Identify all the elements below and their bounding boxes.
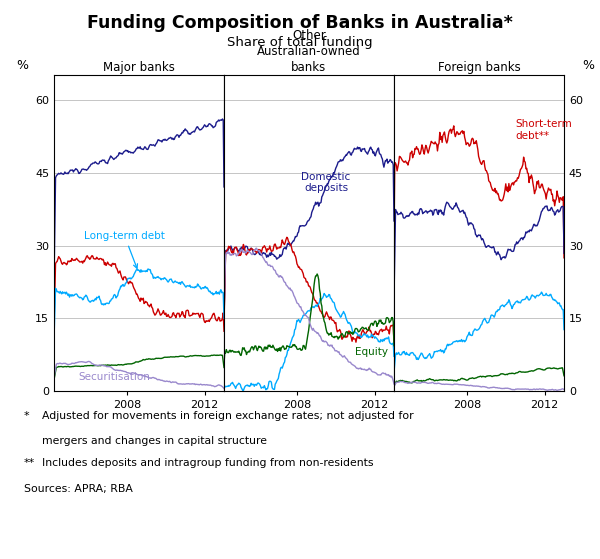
Text: Sources: APRA; RBA: Sources: APRA; RBA [24,484,133,494]
Text: %: % [583,59,595,72]
Text: %: % [17,59,29,72]
Text: Securitisation: Securitisation [78,372,150,382]
Text: Share of total funding: Share of total funding [227,36,373,49]
Text: Funding Composition of Banks in Australia*: Funding Composition of Banks in Australi… [87,14,513,32]
Text: Domestic
deposits: Domestic deposits [301,172,350,193]
Title: Foreign banks: Foreign banks [437,61,520,74]
Text: Equity: Equity [355,348,388,357]
Text: Adjusted for movements in foreign exchange rates; not adjusted for: Adjusted for movements in foreign exchan… [42,411,413,421]
Text: Long-term debt: Long-term debt [84,231,165,268]
Text: **: ** [24,458,35,468]
Title: Major banks: Major banks [103,61,175,74]
Text: *: * [24,411,29,421]
Text: Short-term
debt**: Short-term debt** [515,119,572,141]
Title: Other
Australian-owned
banks: Other Australian-owned banks [257,29,361,74]
Text: Includes deposits and intragroup funding from non-residents: Includes deposits and intragroup funding… [42,458,373,468]
Text: mergers and changes in capital structure: mergers and changes in capital structure [42,436,267,446]
